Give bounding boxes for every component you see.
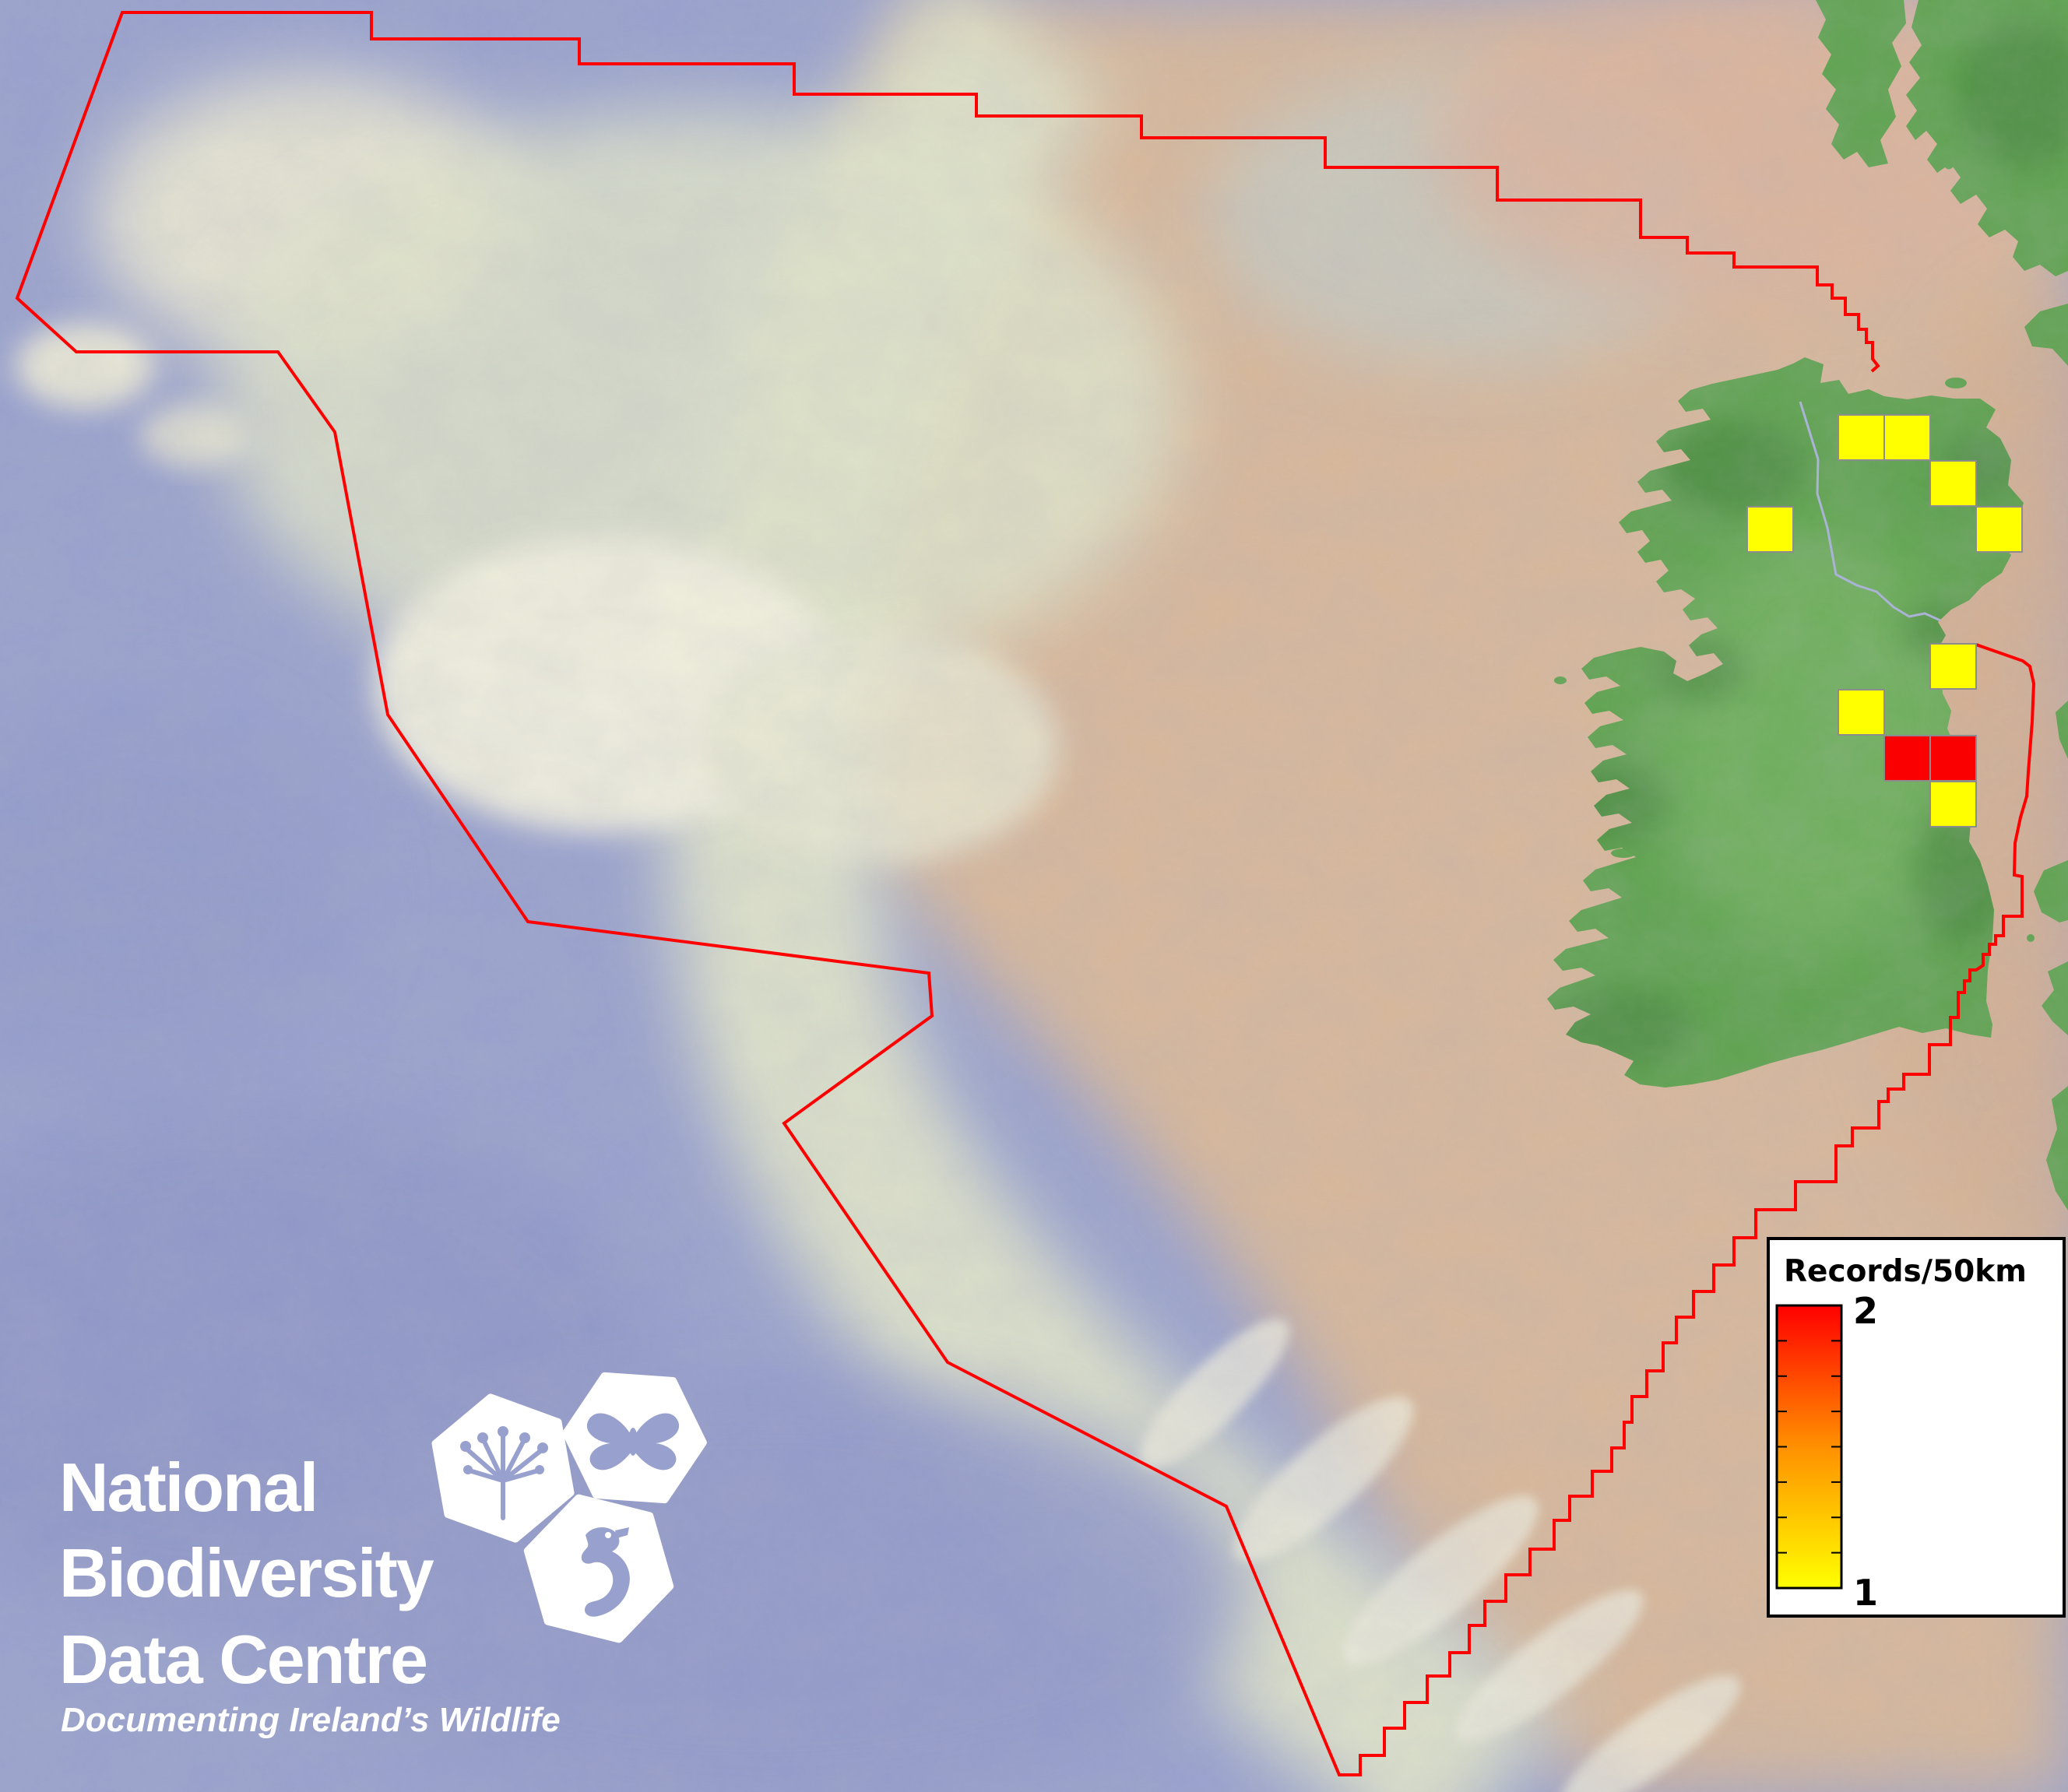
grid-cell <box>1929 781 1977 827</box>
umbel-icon <box>460 1426 548 1520</box>
grid-cell <box>1975 506 2023 553</box>
grid-cell <box>1883 414 1931 461</box>
legend-title: Records/50km <box>1784 1254 2027 1289</box>
ni-border-line <box>1799 401 1941 622</box>
grid-cells-layer <box>1746 414 2023 827</box>
legend-max-label: 2 <box>1853 1290 1878 1332</box>
eez-boundary-line <box>15 11 2036 1776</box>
logo-text-line3: Data Centre <box>59 1621 427 1698</box>
grid-cell <box>1838 414 1885 461</box>
logo-text-line1: National <box>59 1449 317 1526</box>
butterfly-icon <box>586 1413 680 1470</box>
grid-cell <box>1929 643 1977 690</box>
grid-cell <box>1929 735 1977 782</box>
grid-cell <box>1929 460 1977 507</box>
seahorse-icon <box>581 1527 630 1617</box>
legend-ticks <box>1777 1340 1841 1554</box>
legend-min-label: 1 <box>1853 1572 1878 1614</box>
grid-cell <box>1838 689 1885 736</box>
grid-cell <box>1883 735 1931 782</box>
logo-text-line2: Biodiversity <box>59 1534 434 1611</box>
grid-cell <box>1746 506 1794 553</box>
legend-panel: Records/50km 2 1 <box>1767 1237 2066 1618</box>
logo: National Biodiversity Data Centre Docume… <box>59 1372 707 1739</box>
logo-tagline: Documenting Ireland’s Wildlife <box>61 1701 561 1739</box>
logo-hexagon <box>523 1494 674 1643</box>
legend-gradient-bar <box>1775 1304 1843 1590</box>
